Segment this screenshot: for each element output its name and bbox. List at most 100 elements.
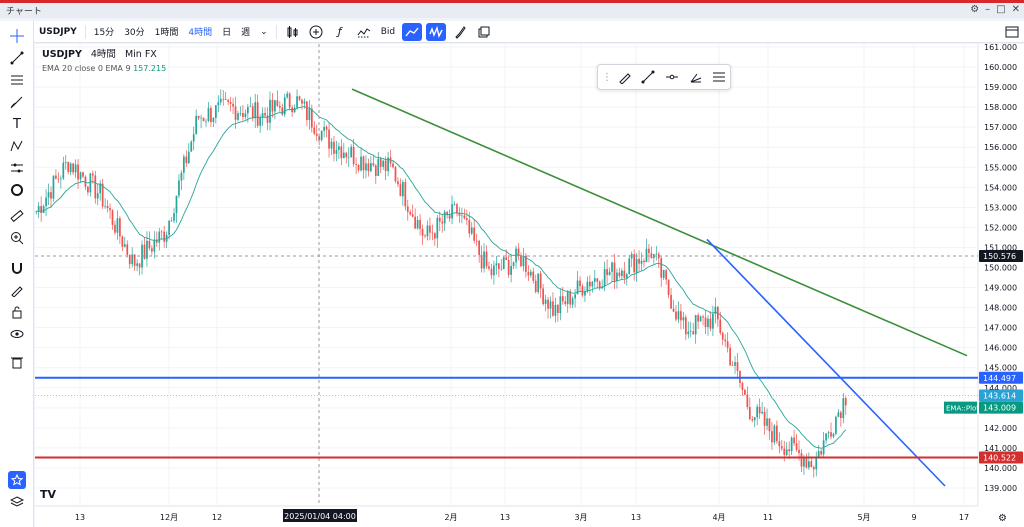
candle-body [114,224,116,233]
legend-ema-label[interactable]: EMA 20 close 0 EMA 9 [42,64,131,73]
candle-body [726,341,729,348]
candle-body [244,113,247,118]
candle-body [160,231,163,233]
candle-body [178,180,180,196]
eye-icon[interactable] [8,325,26,343]
candle-body [844,398,847,406]
candle-body [362,156,365,171]
ruler-icon[interactable] [8,207,26,225]
close-button[interactable]: ✕ [1011,4,1020,15]
tradingview-logo[interactable]: TV [40,488,57,501]
candle-body [175,195,178,214]
candle-body [148,240,151,249]
layout-icon[interactable] [1002,23,1022,41]
candle-body [205,121,207,122]
function-icon[interactable]: ƒ [337,25,342,38]
candle-body [99,183,102,194]
brush-tool-icon[interactable] [8,93,26,111]
candle-body [611,262,613,272]
ema-price-label: 143.009 [983,404,1016,413]
wave-tool-icon[interactable] [426,22,447,41]
candle-body [401,182,404,197]
price-tick-label: 157.000 [984,123,1017,132]
time-tick-label: 4月 [712,513,725,522]
interval-30m[interactable]: 30分 [124,28,145,38]
fib-icon[interactable] [8,71,26,89]
circle-icon[interactable] [8,181,26,199]
favorites-star-icon[interactable] [8,471,26,489]
candle-body [131,254,134,265]
layers-icon[interactable] [8,493,26,511]
candle-body [712,313,714,329]
candle-body [463,215,466,219]
candle-body [623,270,626,278]
brush-icon[interactable] [450,23,470,41]
chart-area[interactable]: 161.000 160.000 159.000 158.000 157.000 156.0… [35,43,1024,527]
compare-icon[interactable] [354,23,374,41]
crosshair-icon[interactable] [8,27,26,45]
candle-body [123,244,126,247]
candle-body [547,299,549,309]
pitchfork-icon[interactable] [685,67,707,87]
interval-1w[interactable]: 週 [241,28,251,38]
candle-body [224,99,227,100]
line-tool-icon[interactable] [402,22,423,41]
magnet-icon[interactable] [8,259,26,277]
interval-1h[interactable]: 1時間 [154,28,179,38]
minimize-button[interactable]: – [985,4,991,15]
candle-body [682,317,685,321]
settings-icon[interactable]: ⚙ [970,4,980,15]
candles-icon[interactable] [282,23,302,41]
parallel-lines-icon[interactable] [708,67,730,87]
maximize-button[interactable]: □ [996,4,1006,15]
candle-body [387,157,389,172]
candle-body [288,93,291,108]
candle-body [657,253,660,259]
time-tick-label: 13 [631,513,641,522]
candle-body [815,457,818,470]
candle-body [788,449,791,452]
brush-style-icon[interactable] [614,67,636,87]
text-tool-icon[interactable]: T [13,116,21,132]
candle-body [603,269,606,287]
copy-icon[interactable] [474,23,494,41]
last-price-label: 143.614 [983,392,1016,401]
candle-body [50,192,52,199]
horizontal-ray-icon[interactable] [661,67,683,87]
interval-15m[interactable]: 15分 [93,28,115,38]
price-type-button[interactable]: Bid [380,26,396,37]
candle-body [618,272,621,276]
lock-icon[interactable] [8,303,26,321]
candle-body [431,232,434,234]
measure-settings-icon[interactable] [8,159,26,177]
trendline-icon[interactable] [8,49,26,67]
candle-body [35,211,38,213]
candle-body [347,157,350,158]
candle-body [207,108,210,122]
candle-body [638,258,640,264]
candle-body [576,280,579,295]
interval-4h[interactable]: 4時間 [188,28,213,38]
pattern-icon[interactable] [8,137,26,155]
price-chart[interactable]: 161.000 160.000 159.000 158.000 157.000 156.0… [35,43,1024,527]
candle-body [320,130,323,141]
trash-icon[interactable] [8,353,26,371]
zoom-icon[interactable] [8,229,26,247]
axis-settings-icon: ⚙ [998,513,1007,524]
candle-body [773,425,776,443]
ema-name-tag: EMA::Plot [946,405,979,413]
pencil-lock-icon[interactable] [8,281,26,299]
drag-handle-icon[interactable]: ⋮ [602,71,612,83]
add-indicator-icon[interactable] [306,23,326,41]
line-style-icon[interactable] [638,67,660,87]
candle-body [522,255,525,267]
interval-dropdown-icon[interactable]: ⌄ [260,26,268,37]
candle-body [106,205,109,209]
symbol-button[interactable]: USDJPY [39,26,77,37]
interval-1d[interactable]: 日 [222,28,232,38]
plot-background [35,44,978,506]
candle-body [724,339,727,342]
price-tick-label: 155.000 [984,163,1017,172]
candle-body [766,418,768,426]
candle-body [64,161,67,163]
